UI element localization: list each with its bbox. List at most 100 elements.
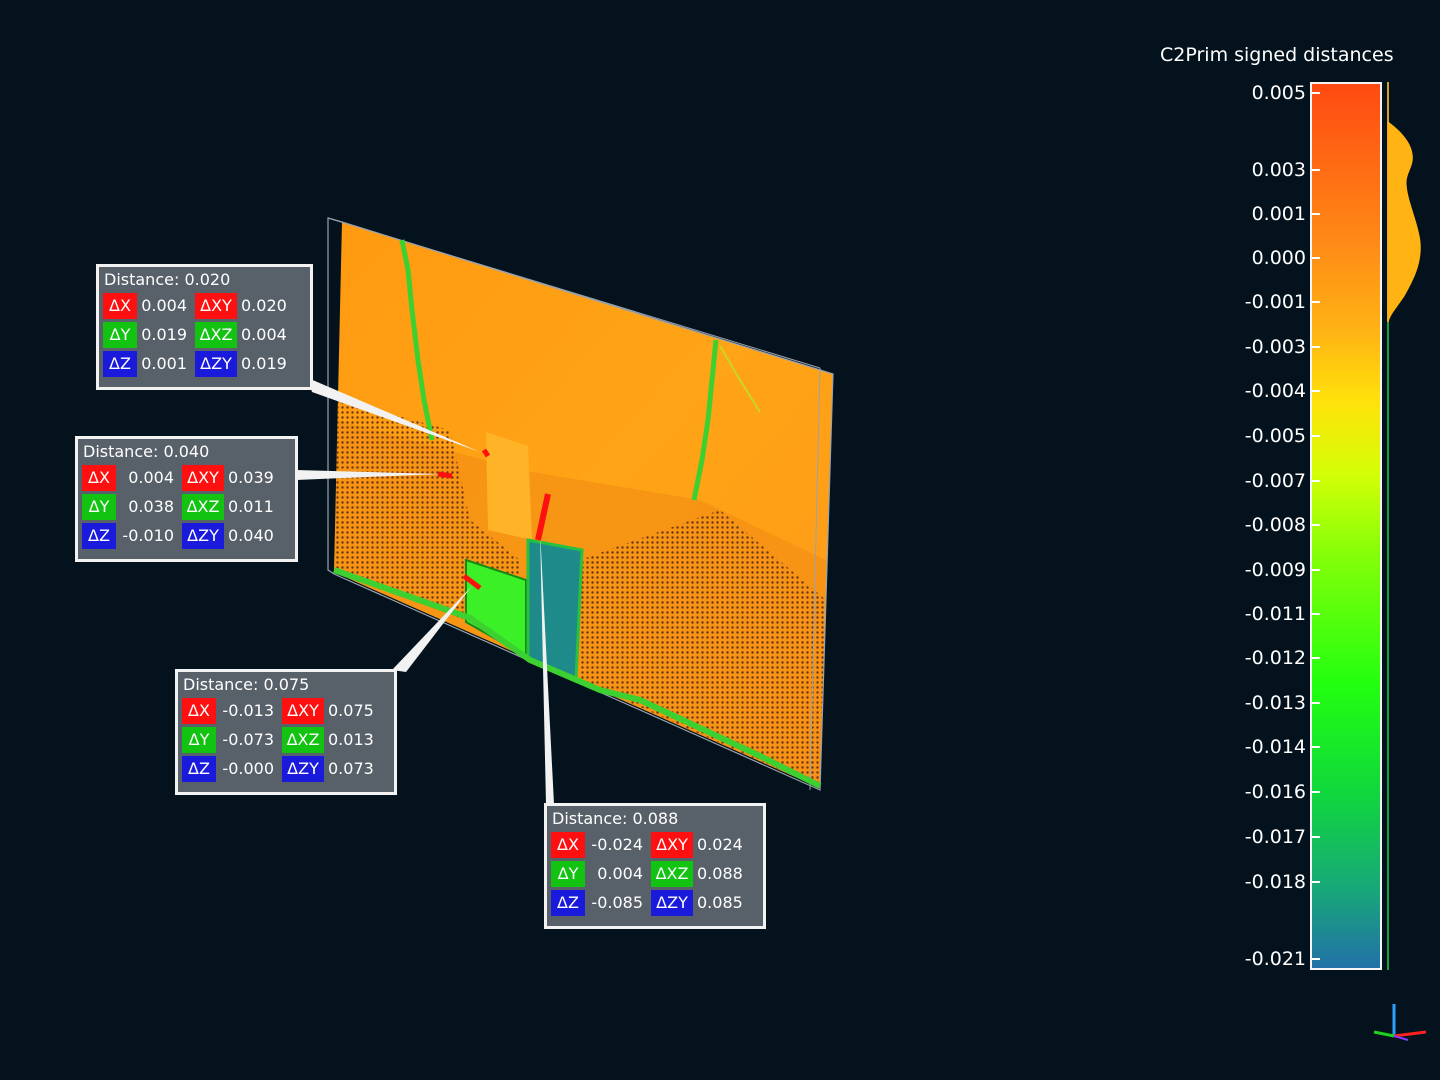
scale-tick-label: -0.012	[1244, 647, 1306, 670]
crack-line	[691, 339, 719, 501]
delta-xz-tag: ΔXZ	[195, 321, 237, 348]
delta-x-value: -0.024	[591, 835, 643, 854]
label-row-y: ΔY 0.019 ΔXZ 0.004	[103, 320, 306, 349]
delta-xy-value: 0.024	[697, 835, 743, 854]
delta-zy-tag: ΔZY	[182, 522, 224, 549]
scale-tick-label: 0.000	[1251, 246, 1306, 269]
delta-x-tag: ΔX	[182, 697, 216, 724]
scale-tick-mark	[1312, 168, 1320, 171]
measure-marker	[437, 471, 453, 479]
label-row-x: ΔX -0.024 ΔXY 0.024	[551, 830, 759, 859]
wall-opening	[486, 432, 532, 540]
color-scale-bar	[1310, 82, 1382, 970]
scale-tick-label: -0.016	[1244, 781, 1306, 804]
measure-marker	[462, 574, 482, 590]
delta-xz-tag: ΔXZ	[651, 860, 693, 887]
scale-tick-label: -0.003	[1244, 335, 1306, 358]
delta-xy-tag: ΔXY	[182, 464, 224, 491]
scale-tick-label: 0.005	[1251, 81, 1306, 104]
scale-tick-label: -0.001	[1244, 291, 1306, 314]
delta-y-tag: ΔY	[82, 493, 116, 520]
leader-line	[540, 530, 554, 804]
scale-tick-label: -0.005	[1244, 425, 1306, 448]
scale-tick-label: -0.017	[1244, 825, 1306, 848]
scale-tick-mark	[1312, 345, 1320, 348]
scale-tick-mark	[1312, 835, 1320, 838]
scale-tick-label: -0.021	[1244, 948, 1306, 971]
delta-z-tag: ΔZ	[103, 350, 137, 377]
delta-y-tag: ΔY	[103, 321, 137, 348]
distance-label-3[interactable]: Distance: 0.075 ΔX -0.013 ΔXY 0.075 ΔY -…	[175, 669, 397, 795]
scale-tick-mark	[1312, 958, 1320, 961]
delta-zy-value: 0.040	[228, 526, 274, 545]
delta-zy-tag: ΔZY	[282, 755, 324, 782]
scale-tick-label: -0.013	[1244, 691, 1306, 714]
delta-xz-tag: ΔXZ	[282, 726, 324, 753]
delta-xy-tag: ΔXY	[651, 831, 693, 858]
delta-y-value: 0.019	[141, 325, 187, 344]
label-row-y: ΔY 0.038 ΔXZ 0.011	[82, 492, 291, 521]
delta-x-value: 0.004	[141, 296, 187, 315]
bounding-box-edge	[809, 367, 821, 791]
leader-line	[308, 378, 480, 452]
delta-x-tag: ΔX	[82, 464, 116, 491]
scale-tick-label: 0.003	[1251, 158, 1306, 181]
label-row-z: ΔZ -0.085 ΔZY 0.085	[551, 888, 759, 917]
distance-label-2[interactable]: Distance: 0.040 ΔX 0.004 ΔXY 0.039 ΔY 0.…	[75, 436, 298, 562]
crack-line	[399, 239, 435, 441]
histogram-curve	[1387, 120, 1421, 323]
scale-tick-label: 0.001	[1251, 203, 1306, 226]
delta-xz-value: 0.004	[241, 325, 287, 344]
label-row-x: ΔX 0.004 ΔXY 0.020	[103, 291, 306, 320]
scale-tick-label: -0.007	[1244, 469, 1306, 492]
distance-label-title: Distance: 0.020	[104, 270, 231, 289]
distance-label-4[interactable]: Distance: 0.088 ΔX -0.024 ΔXY 0.024 ΔY 0…	[544, 803, 766, 929]
measure-marker	[535, 493, 551, 541]
scale-tick-label: -0.004	[1244, 380, 1306, 403]
scale-tick-mark	[1312, 524, 1320, 527]
delta-y-tag: ΔY	[182, 726, 216, 753]
delta-xz-value: 0.011	[228, 497, 274, 516]
scale-tick-mark	[1312, 568, 1320, 571]
distance-label-1[interactable]: Distance: 0.020 ΔX 0.004 ΔXY 0.020 ΔY 0.…	[96, 264, 313, 390]
label-row-z: ΔZ 0.001 ΔZY 0.019	[103, 349, 306, 378]
teal-door	[528, 540, 582, 680]
delta-zy-tag: ΔZY	[195, 350, 237, 377]
label-row-y: ΔY 0.004 ΔXZ 0.088	[551, 859, 759, 888]
leader-line	[392, 586, 472, 672]
color-scale-title: C2Prim signed distances	[1160, 44, 1394, 66]
floor-edge	[333, 567, 822, 789]
scale-tick-label: -0.008	[1244, 514, 1306, 537]
delta-x-tag: ΔX	[551, 831, 585, 858]
delta-x-value: 0.004	[128, 468, 174, 487]
bounding-box-edge	[327, 217, 821, 369]
delta-x-tag: ΔX	[103, 292, 137, 319]
scale-tick-label: -0.009	[1244, 558, 1306, 581]
label-row-z: ΔZ -0.000 ΔZY 0.073	[182, 754, 390, 783]
delta-x-value: -0.013	[222, 701, 274, 720]
delta-zy-value: 0.019	[241, 354, 287, 373]
scale-tick-mark	[1312, 701, 1320, 704]
delta-xy-value: 0.039	[228, 468, 274, 487]
delta-y-value: 0.038	[128, 497, 174, 516]
delta-xy-value: 0.075	[328, 701, 374, 720]
scale-histogram	[1387, 82, 1421, 970]
delta-z-value: -0.085	[591, 893, 643, 912]
scale-tick-mark	[1312, 746, 1320, 749]
scale-tick-mark	[1312, 479, 1320, 482]
delta-xy-value: 0.020	[241, 296, 287, 315]
delta-xz-tag: ΔXZ	[182, 493, 224, 520]
color-scale-ticks: 0.005 0.003 0.001 0.000 -0.001 -0.003 -0.004 -0…	[1200, 0, 1320, 1080]
green-panel	[466, 560, 526, 656]
scale-tick-label: -0.011	[1244, 602, 1306, 625]
scale-tick-mark	[1312, 301, 1320, 304]
label-row-y: ΔY -0.073 ΔXZ 0.013	[182, 725, 390, 754]
scale-tick-label: -0.014	[1244, 736, 1306, 759]
scale-tick-mark	[1312, 657, 1320, 660]
delta-z-value: -0.010	[122, 526, 174, 545]
delta-zy-value: 0.085	[697, 893, 743, 912]
delta-zy-tag: ΔZY	[651, 889, 693, 916]
point-gap-region	[580, 510, 826, 788]
